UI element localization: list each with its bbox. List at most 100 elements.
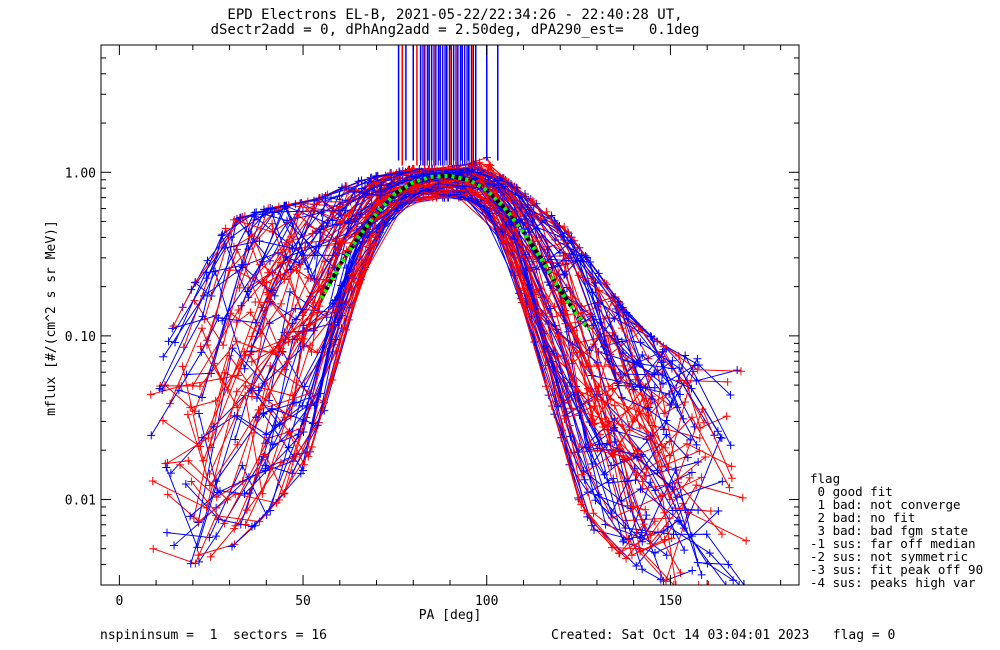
x-tick-label: 150 [659, 594, 682, 609]
trace-point [572, 386, 581, 395]
trace-point [313, 308, 322, 317]
trace-point [232, 337, 241, 346]
trace-point [476, 163, 485, 172]
trace-point [521, 301, 530, 310]
trace-point [623, 501, 632, 510]
trace-point [434, 181, 443, 190]
trace-point [591, 279, 600, 288]
trace-point [604, 382, 613, 391]
axes-layer: 0 50 100 150 0.01 0.10 1.00 [65, 45, 799, 609]
trace-point [315, 197, 324, 206]
trace-point [584, 384, 593, 393]
trace-point [194, 409, 203, 418]
trace-point [344, 219, 353, 228]
trace-point [669, 530, 678, 539]
trace-point [510, 271, 519, 280]
trace-point [240, 489, 249, 498]
trace-point [159, 352, 168, 361]
trace-point [623, 356, 632, 365]
trace-point [665, 437, 674, 446]
trace-point [264, 268, 273, 277]
trace-point [163, 528, 172, 537]
trace-point [713, 427, 722, 436]
trace-point [641, 505, 650, 514]
trace-point [638, 537, 647, 546]
trace-point [671, 466, 680, 475]
trace-point [225, 351, 234, 360]
trace-point [659, 425, 668, 434]
trace-point [541, 342, 550, 351]
trace-point [665, 495, 674, 504]
trace-point [419, 193, 428, 202]
trace-point [235, 213, 244, 222]
trace-point [604, 417, 613, 426]
trace-point [714, 506, 723, 515]
y-tick-label: 0.01 [65, 493, 96, 508]
trace-point [163, 490, 172, 499]
trace-point [565, 421, 574, 430]
trace-point [259, 210, 268, 219]
trace-point [241, 381, 250, 390]
trace-point [675, 516, 684, 525]
trace-point [660, 409, 669, 418]
footer-right: Created: Sat Oct 14 03:04:01 2023 flag =… [551, 628, 896, 643]
trace-point [559, 270, 568, 279]
legend-item-2: 2 bad: no fit [810, 510, 916, 525]
trace-point [685, 473, 694, 482]
trace-point [621, 381, 630, 390]
trace-point [617, 337, 626, 346]
trace-point [727, 462, 736, 471]
trace-point [650, 369, 659, 378]
trace [252, 181, 706, 579]
trace-point [697, 473, 706, 482]
trace-point [554, 402, 563, 411]
trace-point [439, 164, 448, 173]
trace-point [374, 196, 383, 205]
trace-line [265, 189, 734, 581]
trace-point [607, 461, 616, 470]
trace-point [298, 207, 307, 216]
trace [170, 191, 744, 585]
legend-item-3: 3 bad: bad fgm state [810, 523, 969, 538]
trace-point [698, 405, 707, 414]
trace-point [286, 287, 295, 296]
trace-point [604, 478, 613, 487]
trace-point [701, 453, 710, 462]
trace-point [647, 332, 656, 341]
trace-point [147, 431, 156, 440]
trace-point [242, 506, 251, 515]
trace-point [621, 524, 630, 533]
trace-point [228, 344, 237, 353]
trace-point [250, 521, 259, 530]
trace-point [194, 518, 203, 527]
trace-point [341, 325, 350, 334]
trace-point [704, 581, 713, 585]
trace [200, 163, 745, 376]
trace-point [218, 316, 227, 325]
trace-point [310, 251, 319, 260]
trace [148, 187, 736, 512]
trace-point [657, 462, 666, 471]
trace-point [609, 474, 618, 483]
legend-title: flag [810, 471, 841, 486]
trace-point [631, 476, 640, 485]
trace-point [419, 186, 428, 195]
trace-point [622, 554, 631, 563]
trace-line [152, 191, 732, 509]
trace-point [270, 208, 279, 217]
trace-point [372, 224, 381, 233]
trace-line [263, 183, 635, 515]
trace-point [510, 234, 519, 243]
trace-point [594, 490, 603, 499]
trace-point [589, 340, 598, 349]
trace-point [212, 511, 221, 520]
trace-point [280, 413, 289, 422]
trace-point [228, 542, 237, 551]
trace [244, 164, 682, 412]
trace-point [342, 263, 351, 272]
trace-point [252, 208, 261, 217]
trace-point [526, 197, 535, 206]
trace-point [580, 475, 589, 484]
trace-point [564, 229, 573, 238]
trace-point [291, 200, 300, 209]
